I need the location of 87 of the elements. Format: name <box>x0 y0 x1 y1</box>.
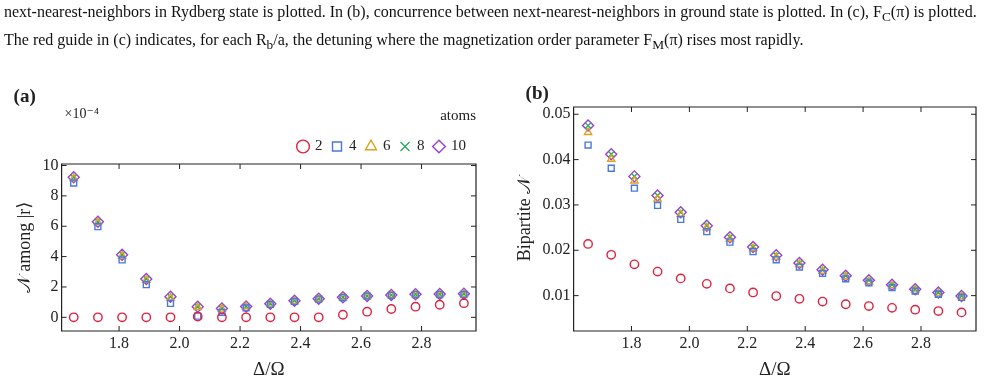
point <box>338 309 348 320</box>
point <box>863 301 874 311</box>
point <box>772 256 780 264</box>
point <box>118 256 126 264</box>
x-tick-label: 2.6 <box>853 333 874 351</box>
point <box>726 238 734 246</box>
y-axis-title: 𝒩 among |r⟩ <box>13 201 34 294</box>
chart-title: (b) <box>525 82 549 104</box>
point <box>265 312 276 323</box>
point <box>165 312 176 323</box>
legend-label: 8 <box>417 137 425 154</box>
point <box>630 184 639 192</box>
y-tick-label: 0.02 <box>542 240 571 258</box>
text: next-nearest-neighbors in Rydberg state is plotted. In (b), concurrence between next-nearest-neighbors in ground state is plotted. In (c), F$_{C}$(π) is plotted. The red guide in (c) indicates, for each R$_{b}$/a, the detuning where the magnetization order parameter F$_{M}$(π) rises most rapidly. <box>4 3 977 53</box>
point <box>701 278 712 289</box>
x-tick-label: 2.6 <box>351 333 372 351</box>
x-tick-label: 2.4 <box>795 333 816 351</box>
point <box>289 312 300 323</box>
point <box>817 296 828 307</box>
point <box>794 293 805 304</box>
point <box>117 312 127 323</box>
legend-label: 6 <box>383 137 391 154</box>
x-tick-label: 2.8 <box>911 333 931 351</box>
y-tick-label: 10 <box>42 155 59 173</box>
x-tick-label: 2.0 <box>169 333 190 351</box>
y-tick-label: 0.04 <box>542 149 571 167</box>
x-tick-label: 2.4 <box>290 333 311 351</box>
point <box>241 312 252 323</box>
x-tick-label: 2.8 <box>411 333 432 351</box>
point <box>217 312 227 323</box>
point <box>748 287 758 298</box>
point <box>725 283 735 294</box>
point <box>956 307 967 318</box>
x-tick-label: 1.8 <box>621 333 642 351</box>
x-tick-label: 1.8 <box>109 333 130 351</box>
point <box>652 266 663 277</box>
point <box>583 239 593 249</box>
legend-label: 2 <box>315 137 323 154</box>
chart-title: (a) <box>13 85 36 107</box>
point <box>583 127 593 136</box>
point <box>141 312 152 323</box>
y-tick-label: 4 <box>50 246 59 264</box>
legend-label: 4 <box>349 137 357 154</box>
x-tick-label: 2.0 <box>679 333 700 351</box>
y-tick-label: 0.01 <box>542 285 571 303</box>
y-tick-label: 6 <box>50 216 59 234</box>
point <box>93 312 103 323</box>
y-tick-label: 0.05 <box>542 104 571 122</box>
point <box>607 164 615 172</box>
legend-label: 10 <box>451 137 466 154</box>
y-axis-title: Bipartite 𝒩 <box>513 173 534 262</box>
point <box>675 273 686 284</box>
point <box>410 301 421 312</box>
point <box>840 299 851 310</box>
point <box>630 176 639 184</box>
point <box>606 249 617 260</box>
point <box>70 179 78 187</box>
point <box>94 223 102 231</box>
point <box>166 299 175 308</box>
point <box>584 141 592 149</box>
point <box>459 298 469 309</box>
x-tick-label: 2.2 <box>737 333 758 351</box>
point <box>313 312 324 323</box>
point <box>386 304 397 314</box>
point <box>910 304 921 315</box>
point <box>703 228 711 236</box>
y-tick-label: 0 <box>50 307 59 325</box>
point <box>606 154 616 162</box>
point <box>68 312 79 323</box>
point <box>362 306 373 317</box>
point <box>629 259 640 270</box>
x-axis-title: Δ/Ω <box>252 357 285 379</box>
legend-title: atoms <box>440 107 477 124</box>
point <box>677 215 685 224</box>
point <box>434 299 445 310</box>
text: ×10⁻⁴ <box>64 106 99 121</box>
point <box>771 291 782 301</box>
point <box>933 306 944 316</box>
x-axis-title: Δ/Ω <box>758 357 791 379</box>
point <box>818 269 827 278</box>
x-tick-label: 2.2 <box>230 333 251 351</box>
point <box>887 302 897 313</box>
point <box>653 201 662 210</box>
y-tick-label: 0.03 <box>542 195 571 213</box>
point <box>142 281 150 289</box>
y-tick-label: 2 <box>50 277 59 295</box>
y-tick-label: 8 <box>50 186 59 204</box>
